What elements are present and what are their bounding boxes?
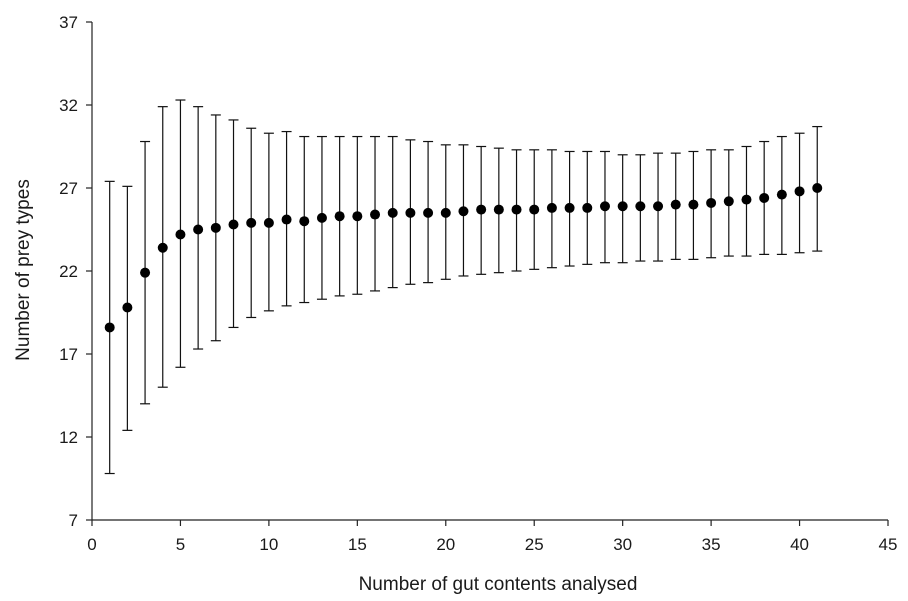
x-tick-label: 20	[436, 535, 455, 554]
data-point	[723, 196, 734, 207]
data-point	[741, 194, 752, 205]
y-tick-label: 12	[59, 428, 78, 447]
data-point	[193, 224, 204, 235]
data-point	[157, 242, 168, 253]
data-point	[281, 214, 292, 225]
data-point	[246, 217, 257, 228]
data-point	[263, 217, 274, 228]
error-bars	[104, 99, 823, 475]
data-point	[582, 202, 593, 213]
data-point	[599, 201, 610, 212]
x-axis-label: Number of gut contents analysed	[359, 574, 638, 595]
axes	[91, 22, 888, 521]
x-tick-label: 15	[348, 535, 367, 554]
data-point	[299, 216, 310, 227]
data-point	[546, 202, 557, 213]
x-tick-label: 30	[613, 535, 632, 554]
data-point	[670, 199, 681, 210]
data-point	[511, 204, 522, 215]
data-point	[688, 199, 699, 210]
data-point	[423, 207, 434, 218]
data-point	[706, 197, 717, 208]
data-point	[370, 209, 381, 220]
y-axis-label: Number of prey types	[13, 179, 34, 361]
x-tick-label: 45	[879, 535, 898, 554]
data-point	[140, 267, 151, 278]
data-point	[635, 201, 646, 212]
y-tick-label: 22	[59, 262, 78, 281]
y-tick-label: 7	[69, 511, 78, 530]
data-point	[759, 192, 770, 203]
data-point	[387, 207, 398, 218]
data-point	[405, 207, 416, 218]
data-point	[493, 204, 504, 215]
data-point	[794, 186, 805, 197]
x-tick-label: 40	[790, 535, 809, 554]
data-point	[210, 222, 221, 233]
data-point	[476, 204, 487, 215]
y-tick-label: 37	[59, 13, 78, 32]
x-tick-label: 25	[525, 535, 544, 554]
y-tick-label: 17	[59, 345, 78, 364]
x-tick-label: 10	[259, 535, 278, 554]
data-point	[334, 211, 345, 222]
data-point	[529, 204, 540, 215]
data-point	[440, 207, 451, 218]
data-point	[352, 211, 363, 222]
y-tick-label: 27	[59, 179, 78, 198]
x-tick-label: 35	[702, 535, 721, 554]
data-point	[653, 201, 664, 212]
data-point	[228, 219, 239, 230]
data-point	[776, 189, 787, 200]
data-point	[316, 212, 327, 223]
data-point	[458, 206, 469, 217]
data-points	[104, 183, 823, 333]
data-point	[812, 183, 823, 193]
ticks: 7 12 17 22 27 32 37 0 5 10 15 20 25 30 35 40 45	[59, 13, 897, 554]
data-point	[564, 202, 575, 213]
x-tick-label: 5	[176, 535, 185, 554]
data-point	[104, 322, 115, 333]
data-point	[617, 201, 628, 212]
data-point	[122, 302, 133, 313]
x-tick-label: 0	[87, 535, 96, 554]
y-tick-label: 32	[59, 96, 78, 115]
data-point	[175, 229, 186, 240]
